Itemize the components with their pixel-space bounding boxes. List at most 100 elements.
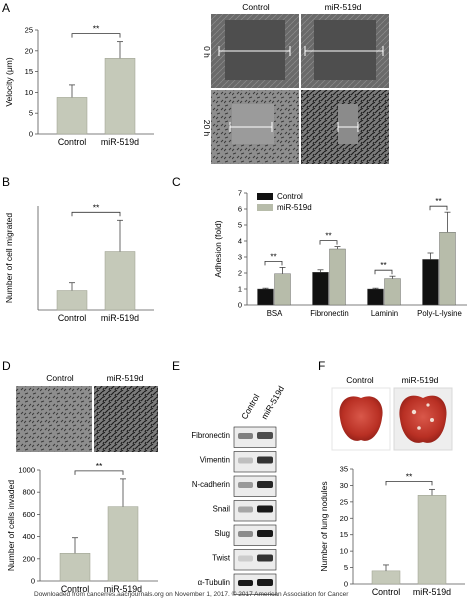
y-tick-label: 0: [31, 577, 35, 586]
x-category-label: Control: [61, 584, 89, 594]
blot-protein-label: Fibronectin: [191, 431, 230, 440]
blot-lane-label-control: Control: [239, 392, 261, 421]
bar-control: [257, 288, 274, 306]
y-tick-label: 4: [238, 237, 242, 246]
x-category-label: Control: [58, 313, 86, 323]
bar-control: [371, 570, 401, 585]
invasion-images: Control miR-519d: [16, 373, 158, 452]
blot-band-mir: [257, 505, 273, 513]
blot-band-control: [238, 531, 253, 537]
y-tick-label: 0: [344, 580, 348, 589]
blot-band-mir: [257, 530, 273, 537]
blot-band-mir: [257, 554, 273, 562]
lung-label-mir: miR-519d: [402, 375, 439, 385]
y-tick-label: 35: [340, 465, 348, 474]
y-tick-label: 15: [340, 530, 348, 539]
bar-chart-c: 0 1 2 3 4 5 6 7 Adhesion (fold) BSA ** Fibronectin *…: [213, 189, 467, 318]
western-blot: Control miR-519d Fibronectin Vimentin N-ca…: [191, 384, 286, 595]
bar-mir-519d: [104, 251, 136, 311]
blot-band-control: [238, 433, 253, 439]
bar-mir-519d: [274, 273, 291, 306]
bar-mir-519d: [439, 231, 456, 306]
significance-mark: **: [325, 232, 331, 241]
y-tick-label: 400: [22, 532, 35, 541]
significance-bracket: [71, 211, 121, 217]
invasion-image-control: [16, 386, 92, 452]
bar-control: [59, 553, 91, 582]
x-category-label: miR-519d: [101, 137, 139, 147]
significance-mark: **: [93, 24, 100, 34]
y-tick-label: 200: [22, 554, 35, 563]
significance-bracket: [319, 240, 338, 245]
y-tick-label: 15: [25, 67, 33, 76]
y-tick-label: 0: [29, 130, 33, 139]
lung-mir-icon: [399, 395, 447, 443]
y-axis-label: Adhesion (fold): [213, 220, 223, 277]
blot-protein-label: α-Tubulin: [198, 578, 230, 587]
bar-control: [56, 97, 88, 135]
significance-mark: **: [96, 461, 103, 471]
y-tick-label: 800: [22, 488, 35, 497]
y-tick-label: 2: [238, 269, 242, 278]
x-category-label: Laminin: [371, 309, 398, 318]
panel-letter-d: D: [2, 359, 11, 373]
blot-band-mir: [257, 456, 273, 464]
scratch-col-label-mir: miR-519d: [325, 2, 362, 12]
y-axis-label: Velocity (μm): [4, 57, 14, 106]
scratch-row-label-20h: 20 h: [202, 120, 212, 137]
x-category-label: Poly-L-lysine: [417, 309, 462, 318]
y-tick-label: 600: [22, 510, 35, 519]
scratch-col-label-control: Control: [242, 2, 270, 12]
significance-mark: **: [435, 197, 441, 206]
panel-letter-e: E: [172, 359, 180, 373]
x-category-label: miR-519d: [104, 584, 142, 594]
y-tick-label: 25: [25, 26, 33, 35]
lung-control-icon: [339, 396, 383, 441]
y-tick-label: 1: [238, 285, 242, 294]
lung-images: Control miR-519d: [331, 375, 453, 451]
x-category-label: Fibronectin: [310, 309, 349, 318]
blot-protein-label: Slug: [214, 529, 230, 538]
legend-label: miR-519d: [277, 203, 312, 212]
significance-mark: **: [406, 471, 413, 481]
significance-bracket: [385, 480, 433, 486]
blot-band-control: [238, 506, 253, 513]
bar-control: [56, 290, 88, 311]
blot-band-control: [238, 580, 253, 586]
blot-protein-label: Vimentin: [200, 456, 230, 465]
bar-control: [422, 259, 439, 306]
blot-band-mir: [257, 481, 273, 488]
blot-band-mir: [257, 432, 273, 439]
y-axis-label: Number of cells invaded: [6, 480, 16, 571]
significance-bracket: [429, 205, 448, 211]
y-tick-label: 0: [238, 301, 242, 310]
bar-chart-b: Number of cell migrated Control miR-519d **: [4, 202, 154, 323]
y-tick-label: 20: [25, 46, 33, 55]
x-category-label: Control: [372, 587, 400, 597]
blot-band-control: [238, 555, 253, 562]
y-tick-label: 10: [25, 88, 33, 97]
significance-bracket: [74, 470, 124, 475]
invasion-image-mir: [94, 386, 158, 452]
significance-mark: **: [270, 252, 276, 261]
bar-control: [312, 272, 329, 306]
panel-letter-c: C: [172, 175, 181, 189]
blot-band-control: [238, 482, 253, 488]
bar-chart-f: 0 5 10 15 20 25 30 35 Number of lung nodules Cont…: [319, 465, 465, 597]
y-tick-label: 5: [238, 221, 242, 230]
significance-bracket: [71, 33, 121, 38]
y-tick-label: 3: [238, 253, 242, 262]
legend-label: Control: [277, 192, 303, 201]
y-tick-label: 10: [340, 547, 348, 556]
y-tick-label: 20: [340, 514, 348, 523]
legend-swatch: [257, 204, 273, 211]
x-category-label: Control: [58, 137, 86, 147]
blot-protein-label: Snail: [213, 505, 231, 514]
footer-watermark: Downloaded from cancerres.aacrjournals.o…: [34, 590, 349, 598]
legend-swatch: [257, 193, 273, 200]
invasion-label-control: Control: [46, 373, 74, 383]
y-tick-label: 5: [29, 109, 33, 118]
y-axis-label: Number of lung nodules: [319, 481, 329, 571]
blot-band-control: [238, 457, 253, 464]
